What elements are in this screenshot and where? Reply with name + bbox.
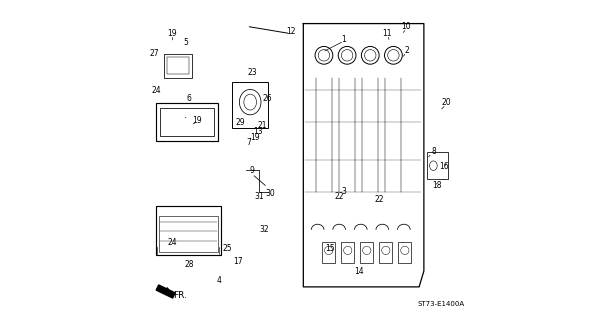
Text: 29: 29 [235,118,245,127]
Ellipse shape [341,50,353,61]
Text: 19: 19 [250,133,260,142]
Ellipse shape [362,46,379,64]
Text: 32: 32 [260,225,270,234]
Text: 24: 24 [151,86,161,95]
Ellipse shape [382,246,390,254]
Text: 28: 28 [185,260,194,269]
FancyBboxPatch shape [156,206,221,255]
FancyBboxPatch shape [398,243,411,263]
Ellipse shape [401,246,409,254]
FancyBboxPatch shape [341,243,354,263]
Ellipse shape [344,246,352,254]
FancyBboxPatch shape [427,152,447,179]
Text: 21: 21 [258,121,267,130]
Text: 31: 31 [254,192,264,201]
Text: 15: 15 [325,244,335,253]
Text: 22: 22 [335,192,344,201]
Ellipse shape [384,46,402,64]
Text: 8: 8 [432,147,436,156]
Text: 25: 25 [223,244,232,253]
Text: 14: 14 [354,267,364,276]
Text: 22: 22 [375,195,384,204]
Text: 19: 19 [192,116,202,125]
Ellipse shape [318,50,330,61]
Text: 24: 24 [168,238,177,247]
FancyArrow shape [156,285,175,298]
FancyBboxPatch shape [159,108,214,136]
FancyBboxPatch shape [164,54,192,77]
Text: 18: 18 [432,181,441,190]
Text: 10: 10 [402,22,411,31]
Text: 20: 20 [441,99,451,108]
Ellipse shape [430,161,437,171]
Text: 3: 3 [341,187,346,196]
Text: 19: 19 [167,28,177,38]
Text: 2: 2 [404,46,409,55]
Ellipse shape [338,46,356,64]
FancyBboxPatch shape [322,243,335,263]
Text: 26: 26 [263,94,273,103]
Text: 13: 13 [253,127,263,136]
Text: 4: 4 [217,276,222,285]
Text: 16: 16 [440,162,449,171]
Text: 30: 30 [265,189,275,198]
Ellipse shape [363,246,371,254]
FancyBboxPatch shape [360,243,373,263]
Text: 5: 5 [183,38,188,47]
Text: 27: 27 [150,49,159,58]
FancyBboxPatch shape [379,243,392,263]
Ellipse shape [387,50,399,61]
Text: FR.: FR. [173,291,187,300]
Text: 9: 9 [249,166,254,175]
Text: 7: 7 [246,138,251,147]
Ellipse shape [324,246,333,254]
Text: 23: 23 [247,68,257,77]
Text: 6: 6 [187,94,192,103]
Text: 11: 11 [383,28,392,38]
Text: ST73-E1400A: ST73-E1400A [417,301,465,307]
Ellipse shape [240,89,261,115]
Ellipse shape [244,94,256,110]
Ellipse shape [315,46,333,64]
FancyBboxPatch shape [159,215,218,252]
FancyBboxPatch shape [167,57,189,74]
Text: 12: 12 [286,27,295,36]
Text: 17: 17 [234,257,243,266]
FancyBboxPatch shape [232,82,268,128]
FancyBboxPatch shape [156,103,218,141]
Ellipse shape [365,50,376,61]
Text: 1: 1 [341,35,346,44]
